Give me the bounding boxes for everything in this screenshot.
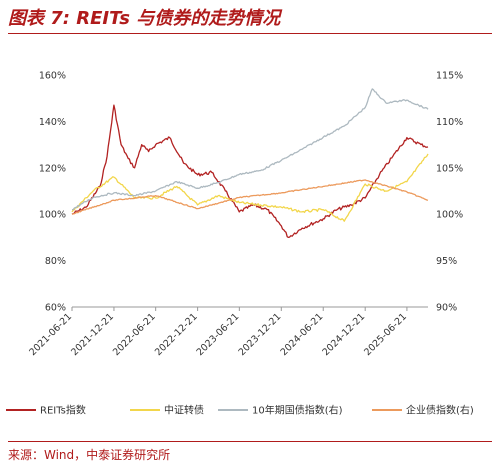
y-right-tick-label: 115% <box>436 71 463 82</box>
legend-label: REITs指数 <box>40 404 86 417</box>
y-right-tick-label: 95% <box>436 256 457 267</box>
series-line <box>72 88 429 211</box>
y-right-tick-label: 90% <box>436 303 457 314</box>
line-chart: 60% 80% 100% 120% 140% 160% 90% 95% 100% 105% 110%… <box>6 71 474 417</box>
chart-axes: 60% 80% 100% 120% 140% 160% 90% 95% 100% 105% 110%… <box>27 71 463 359</box>
x-tick-label: 2022-12-21 <box>153 311 200 358</box>
y-left-tick-label: 140% <box>39 117 66 128</box>
chart-series <box>71 88 429 239</box>
footer-divider <box>8 441 492 442</box>
legend-label: 企业债指数(右) <box>406 404 474 417</box>
x-tick-label: 2024-12-21 <box>320 311 367 358</box>
series-line <box>71 104 429 239</box>
chart-legend: REITs指数 中证转债 10年期国债指数(右) 企业债指数(右) <box>6 404 474 417</box>
y-left-tick-label: 60% <box>45 303 66 314</box>
x-tick-label: 2022-06-21 <box>111 311 158 358</box>
y-left-tick-label: 100% <box>39 210 66 221</box>
title-divider <box>8 33 492 34</box>
x-tick-label: 2024-06-21 <box>279 311 326 358</box>
x-tick-label: 2025-06-21 <box>362 311 409 358</box>
series-line <box>71 153 429 222</box>
y-left-tick-label: 160% <box>39 71 66 82</box>
y-right-tick-label: 110% <box>436 117 463 128</box>
source-note: 来源：Wind，中泰证券研究所 <box>8 448 171 462</box>
figure-title: 图表 7: REITs 与债券的走势情况 <box>8 8 281 29</box>
y-left-tick-label: 120% <box>39 163 66 174</box>
x-tick-label: 2021-12-21 <box>69 311 116 358</box>
y-right-tick-label: 105% <box>436 163 463 174</box>
x-tick-label: 2023-12-21 <box>237 311 284 358</box>
x-tick-label: 2023-06-21 <box>195 311 242 358</box>
y-right-tick-label: 100% <box>436 210 463 221</box>
x-tick-label: 2021-06-21 <box>27 311 74 358</box>
series-line <box>71 179 429 215</box>
legend-label: 10年期国债指数(右) <box>252 404 343 417</box>
legend-label: 中证转债 <box>164 404 204 417</box>
y-left-tick-label: 80% <box>45 256 66 267</box>
